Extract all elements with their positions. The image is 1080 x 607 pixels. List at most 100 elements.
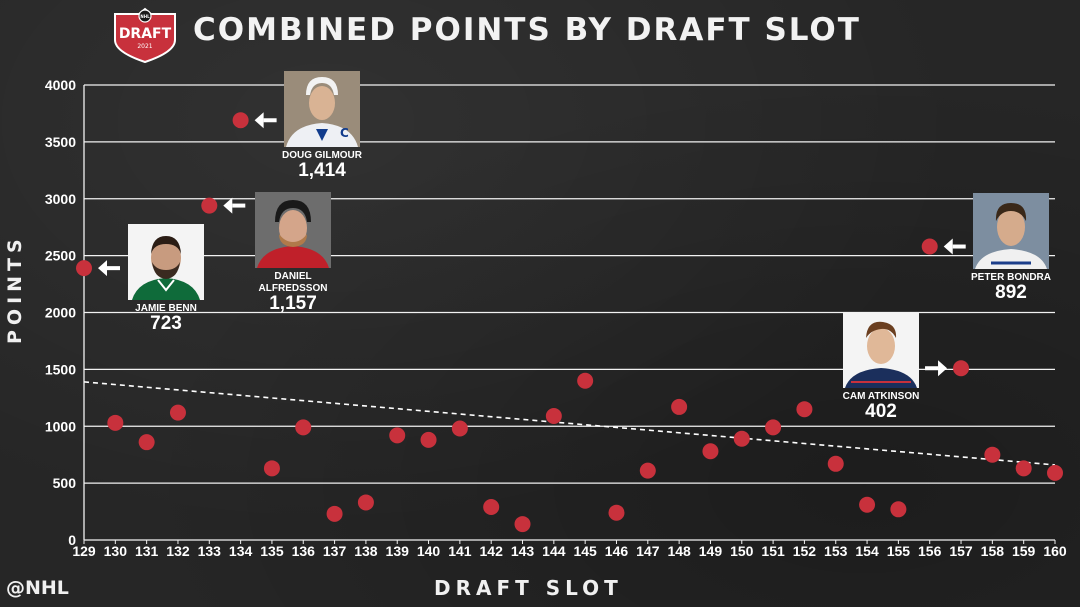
doug-gilmour-photo: C: [284, 71, 360, 147]
x-axis-ticks: 129 130 131 132 133 134 135 136 137 138 139 140 141 1…: [72, 540, 1067, 559]
y-tick-label: 500: [53, 475, 77, 491]
data-point: [1015, 460, 1032, 477]
arrow-icon: [223, 197, 246, 214]
player-card-daniel-alfredsson: DANIEL ALFREDSSON 1,157: [246, 192, 340, 314]
arrow-icon: [925, 360, 948, 377]
x-tick-label: 152: [793, 543, 817, 559]
data-point: [107, 414, 124, 431]
x-tick-label: 155: [887, 543, 911, 559]
x-tick-label: 148: [667, 543, 691, 559]
x-tick-label: 147: [636, 543, 660, 559]
x-tick-label: 144: [542, 543, 566, 559]
peter-bondra-photo: [973, 193, 1049, 269]
daniel-alfredsson-points: 1,157: [269, 293, 317, 314]
doug-gilmour-points: 1,414: [298, 160, 346, 181]
daniel-alfredsson-photo: [255, 192, 331, 268]
data-point: [389, 427, 406, 444]
data-point: [921, 238, 938, 255]
jamie-benn-photo: [128, 224, 204, 300]
x-tick-label: 134: [229, 543, 253, 559]
data-point: [201, 197, 218, 214]
data-point: [451, 420, 468, 437]
data-point: [420, 431, 437, 448]
cam-atkinson-name: CAM ATKINSON: [842, 391, 920, 402]
data-point: [232, 112, 249, 129]
player-card-peter-bondra: PETER BONDRA 892: [964, 193, 1058, 303]
arrow-icon: [98, 260, 120, 277]
x-tick-label: 160: [1043, 543, 1067, 559]
x-tick-label: 138: [354, 543, 378, 559]
y-tick-label: 3500: [45, 134, 76, 150]
data-point: [545, 408, 562, 425]
data-point: [639, 462, 656, 479]
data-point: [827, 455, 844, 472]
data-point: [733, 430, 750, 447]
nhl-handle: @NHL: [6, 577, 69, 599]
data-point: [608, 504, 625, 521]
arrow-head: [98, 260, 107, 277]
data-point: [859, 496, 876, 513]
data-point: [326, 505, 343, 522]
x-tick-label: 135: [260, 543, 284, 559]
data-points: [76, 112, 1063, 533]
x-tick-label: 142: [480, 543, 504, 559]
x-tick-label: 129: [72, 543, 96, 559]
daniel-alfredsson-name-line1: DANIEL: [274, 271, 312, 282]
jamie-benn-name: JAMIE BENN: [135, 303, 197, 314]
data-point: [765, 419, 782, 436]
data-point: [953, 360, 970, 377]
arrow-icon: [943, 238, 966, 255]
data-point: [295, 419, 312, 436]
x-tick-label: 158: [981, 543, 1005, 559]
cam-atkinson-photo: [843, 312, 919, 388]
data-point: [702, 443, 719, 460]
x-tick-label: 133: [198, 543, 222, 559]
y-tick-label: 2500: [45, 248, 76, 264]
y-tick-label: 4000: [45, 77, 76, 93]
arrow-head: [223, 197, 233, 214]
y-tick-label: 2000: [45, 305, 76, 321]
logo-top-text: NHL: [140, 14, 150, 19]
trend-line: [83, 381, 1056, 466]
player-card-jamie-benn: JAMIE BENN 723: [120, 224, 212, 334]
svg-text:C: C: [340, 126, 349, 140]
data-point: [1047, 464, 1063, 481]
data-point: [357, 494, 374, 511]
chart-title: COMBINED POINTS BY DRAFT SLOT: [193, 12, 861, 48]
player-card-cam-atkinson: CAM ATKINSON 402: [834, 312, 928, 422]
x-tick-label: 156: [918, 543, 942, 559]
data-point: [483, 499, 500, 516]
data-point: [138, 434, 155, 451]
x-tick-label: 145: [573, 543, 597, 559]
data-point: [76, 260, 92, 277]
daniel-alfredsson-name-line2: ALFREDSSON: [258, 283, 328, 294]
arrow-icon: [254, 112, 277, 129]
y-tick-label: 1500: [45, 361, 76, 377]
x-tick-label: 139: [386, 543, 410, 559]
x-tick-label: 151: [761, 543, 785, 559]
doug-gilmour-name: DOUG GILMOUR: [282, 150, 362, 161]
x-tick-label: 149: [699, 543, 723, 559]
x-tick-label: 150: [730, 543, 754, 559]
data-point: [514, 516, 531, 533]
jamie-benn-points: 723: [150, 313, 182, 334]
peter-bondra-name: PETER BONDRA: [970, 272, 1051, 283]
x-tick-label: 153: [824, 543, 848, 559]
x-tick-label: 146: [605, 543, 629, 559]
data-point: [984, 446, 1001, 463]
gridlines: [83, 84, 1055, 541]
player-card-doug-gilmour: C DOUG GILMOUR 1,414: [275, 71, 369, 181]
x-tick-label: 143: [511, 543, 535, 559]
y-axis-ticks: 0 500 1000 1500 2000 2500 3000 3500 4000: [45, 77, 76, 548]
x-tick-label: 141: [448, 543, 472, 559]
arrow-head: [254, 112, 264, 129]
logo-year: 2021: [137, 43, 152, 50]
cam-atkinson-points: 402: [865, 401, 897, 422]
x-tick-label: 159: [1012, 543, 1036, 559]
y-axis-label: POINTS: [4, 234, 26, 344]
annotation-arrows: [98, 112, 966, 377]
x-axis-label: DRAFT SLOT: [434, 576, 623, 600]
x-tick-label: 154: [855, 543, 879, 559]
y-tick-label: 3000: [45, 191, 76, 207]
